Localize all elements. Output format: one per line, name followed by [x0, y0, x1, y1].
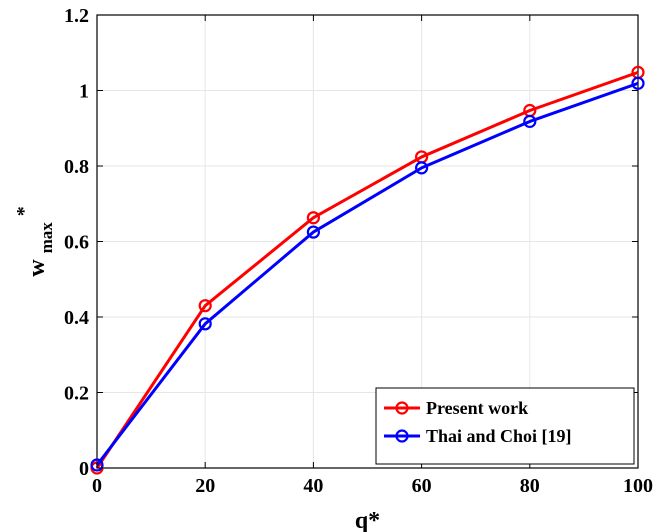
legend-marker: [395, 401, 409, 415]
y-tick-label: 0: [79, 458, 89, 480]
legend-entry-2: Thai and Choi [19]: [384, 426, 572, 446]
y-tick-label: 1.2: [64, 5, 89, 27]
data-point: [523, 114, 537, 129]
grid: [97, 15, 638, 468]
y-tick-label: 0.4: [64, 307, 89, 329]
y-axis-label-main: w: [24, 259, 50, 277]
legend-entry-1: Present work: [384, 398, 528, 418]
x-axis-label: q*: [355, 508, 380, 532]
x-tick-label: 20: [195, 475, 215, 497]
data-point: [306, 211, 320, 225]
data-point: [198, 317, 212, 331]
y-tick-label: 0.2: [64, 383, 89, 405]
x-tick-label: 0: [92, 475, 102, 497]
legend-box: [375, 387, 635, 465]
y-axis-label-subscript: max: [37, 222, 56, 254]
x-tick-label: 40: [303, 475, 323, 497]
y-tick-label: 1: [79, 81, 89, 103]
x-tick-label: 80: [520, 475, 540, 497]
svg-text:w max *: w max *: [13, 206, 58, 277]
series-line: [95, 70, 639, 469]
y-axis-label: w max *: [13, 206, 58, 277]
y-tick-label: 0.8: [64, 156, 89, 178]
series-2: [90, 76, 645, 472]
series-layer: [90, 65, 645, 475]
data-point: [90, 458, 104, 472]
data-point: [306, 225, 320, 239]
legend-entries: Present work Thai and Choi [19]: [384, 398, 572, 446]
legend-label: Present work: [426, 398, 528, 418]
data-point: [415, 161, 429, 175]
tick-labels: 0 20 40 60 80 100 0 0.2 0.4 0.6 0.8 1 1.2: [64, 5, 653, 497]
y-axis-label-superscript: *: [13, 206, 35, 216]
data-point: [198, 299, 212, 313]
y-tick-label: 0.6: [64, 232, 89, 254]
legend: Present work Thai and Choi [19]: [375, 387, 635, 465]
x-tick-label: 60: [412, 475, 432, 497]
x-tick-label: 100: [623, 475, 653, 497]
legend-marker: [395, 429, 409, 443]
legend-label: Thai and Choi [19]: [426, 426, 572, 446]
series-line: [95, 81, 639, 466]
data-point: [631, 76, 645, 90]
